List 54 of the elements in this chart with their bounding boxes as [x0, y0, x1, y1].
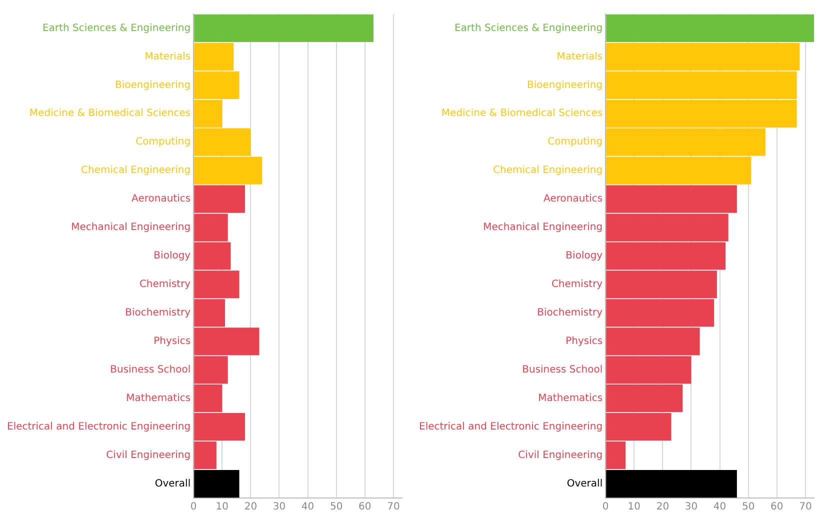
x-tick-label: 40 — [301, 502, 314, 513]
x-tick-label: 70 — [799, 502, 812, 513]
x-tick-label: 0 — [602, 502, 609, 513]
y-tick-label: Bioengineering — [527, 80, 603, 91]
y-tick-label: Physics — [154, 336, 191, 348]
y-tick-label: Civil Engineering — [106, 450, 191, 461]
y-tick-label: Overall — [566, 478, 603, 490]
y-tick-label: Materials — [144, 51, 191, 62]
y-tick-label: Bioengineering — [115, 80, 191, 91]
x-tick-label: 60 — [770, 502, 784, 513]
y-tick-label: Biochemistry — [125, 308, 191, 319]
bar — [606, 470, 737, 498]
y-tick-label: Medicine & Biomedical Sciences — [29, 108, 191, 120]
y-tick-label: Electrical and Electronic Engineering — [418, 421, 603, 432]
bar — [194, 470, 240, 498]
x-tick-label: 30 — [684, 502, 698, 513]
x-tick-label: 0 — [190, 502, 197, 513]
y-tick-label: Chemistry — [139, 279, 191, 290]
y-tick-label: Physics — [566, 336, 603, 348]
y-tick-label: Chemical Engineering — [81, 165, 191, 176]
y-tick-label: Mathematics — [538, 392, 603, 404]
x-tick-label: 20 — [656, 502, 670, 513]
x-tick-label: 60 — [358, 502, 372, 513]
x-tick-label: 40 — [713, 502, 726, 513]
y-tick-label: Electrical and Electronic Engineering — [6, 421, 191, 432]
y-tick-label: Materials — [556, 51, 603, 62]
y-tick-label: Biology — [566, 250, 603, 262]
y-tick-label: Aeronautics — [132, 194, 191, 205]
x-tick-label: 10 — [216, 502, 229, 513]
y-tick-label: Earth Sciences & Engineering — [42, 22, 191, 34]
y-tick-label: Medicine & Biomedical Sciences — [441, 108, 603, 120]
y-tick-label: Aeronautics — [544, 194, 603, 205]
bar — [606, 14, 814, 42]
y-tick-label: Civil Engineering — [518, 450, 603, 461]
x-tick-label: 10 — [628, 502, 641, 513]
x-tick-label: 20 — [244, 502, 258, 513]
x-tick-label: 50 — [742, 502, 755, 513]
y-tick-label: Computing — [136, 136, 191, 148]
x-tick-label: 30 — [272, 502, 286, 513]
y-tick-label: Business School — [110, 364, 191, 376]
y-tick-label: Mathematics — [126, 392, 191, 404]
y-tick-label: Overall — [154, 478, 191, 490]
bar — [194, 14, 374, 42]
x-tick-label: 50 — [330, 502, 343, 513]
y-tick-label: Computing — [548, 136, 603, 148]
x-tick-label: 70 — [387, 502, 400, 513]
y-tick-label: Chemistry — [551, 279, 603, 290]
y-tick-label: Mechanical Engineering — [483, 222, 603, 234]
y-tick-label: Biochemistry — [537, 308, 603, 319]
y-tick-label: Earth Sciences & Engineering — [454, 22, 603, 34]
y-tick-label: Mechanical Engineering — [71, 222, 191, 234]
y-tick-label: Biology — [154, 250, 191, 262]
y-tick-label: Business School — [522, 364, 603, 376]
y-tick-label: Chemical Engineering — [493, 165, 603, 176]
